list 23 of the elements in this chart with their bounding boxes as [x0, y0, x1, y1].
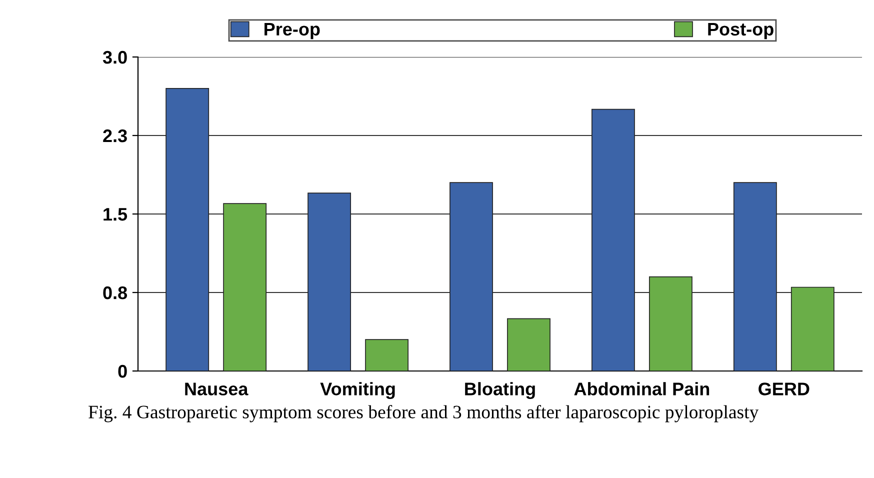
caption: Fig. 4 Gastroparetic symptom scores before and 3 months after laparoscopic pyloroplasty [88, 405, 759, 422]
bar [450, 182, 493, 371]
bar [166, 88, 210, 371]
x-tick-label: Abdominal Pain [574, 382, 710, 396]
bar [223, 203, 267, 371]
x-tick-label: Vomiting [320, 382, 395, 400]
x-tick-label: GERD [758, 382, 810, 396]
legend-label: Pre-op [264, 23, 320, 40]
y-tick-label: 3.0 [102, 50, 127, 64]
legend-label: Post-op [708, 23, 774, 40]
x-tick-label: Bloating [465, 382, 535, 400]
x-tick-label: Nausea [185, 382, 248, 396]
y-tick-label: 0 [118, 364, 127, 378]
bar [507, 318, 550, 371]
bar [592, 108, 635, 371]
bar [648, 276, 692, 371]
y-tick-label: 0.8 [103, 286, 128, 300]
bar [308, 192, 352, 371]
y-tick-label: 2.3 [103, 129, 127, 142]
bar [365, 339, 408, 371]
bar [790, 286, 834, 371]
bar [733, 182, 777, 371]
y-tick-label: 1.5 [104, 208, 128, 221]
